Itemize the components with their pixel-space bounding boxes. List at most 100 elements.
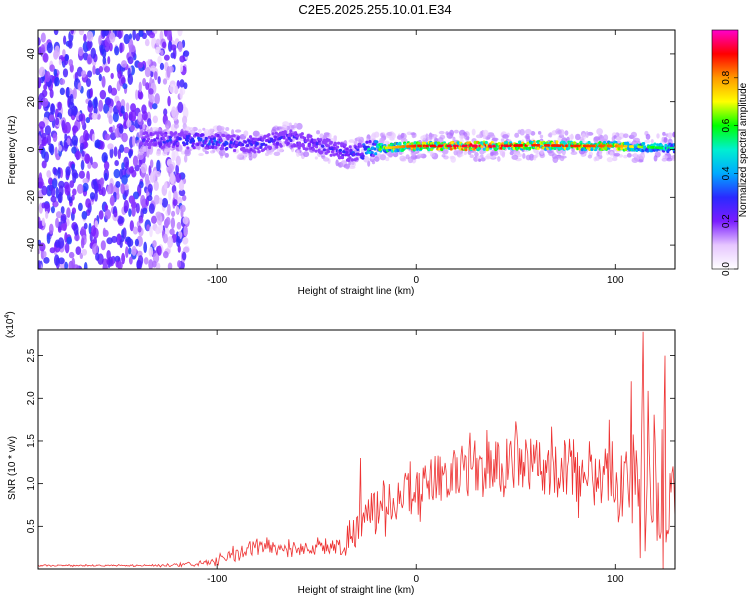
snr-xtick-label: 100 (607, 574, 624, 585)
spectrogram-noise-blob (38, 216, 41, 224)
colorbar-tick-label: 0.8 (721, 70, 732, 84)
spectrogram-ridge-cell (398, 141, 402, 146)
spectrogram-ridge-cell (249, 148, 253, 152)
spectrogram-noise-blob (38, 121, 46, 130)
spectrogram-halo-blob (533, 155, 537, 161)
spectrogram-noise-blob (76, 183, 84, 194)
spectrogram-ridge-cell (340, 156, 345, 160)
spectrogram-ridge-cell (300, 132, 304, 136)
spectrogram-noise-blob (101, 187, 106, 197)
spectrogram-noise-blob (115, 181, 121, 188)
spectrogram-noise-blob (66, 86, 70, 98)
spectrogram-noise-blob (38, 172, 43, 184)
snr-ylabel: SNR (10 * v/v) (7, 436, 18, 500)
spectrogram-ridge-cell (551, 141, 555, 145)
spectrogram-noise-blob (64, 184, 71, 196)
spectrogram-noise-blob (162, 233, 168, 244)
spectrogram-noise-blob (164, 181, 168, 190)
spectrogram-halo-blob (480, 157, 486, 162)
spectrogram-ridge-cell (233, 148, 237, 153)
spectrogram-noise-blob (125, 102, 130, 112)
spectrogram-noise-blob (162, 78, 168, 85)
spectrogram-halo-blob (663, 136, 668, 143)
spectrogram-noise-blob (132, 191, 140, 200)
spectrogram-ridge-cell (146, 137, 151, 141)
spectrogram-noise-blob (143, 241, 148, 254)
spectrogram-ridge-cell (356, 152, 360, 156)
spectrogram-ridge-cell (319, 138, 323, 142)
spectrogram-ridge-cell (423, 141, 427, 145)
spectrogram-halo-blob (296, 122, 303, 130)
spectrogram-axes: -100 0 100 -40 -20 0 20 40 (26, 30, 675, 286)
spectrogram-ridge-cell (580, 147, 584, 152)
spectrogram-noise-blob (89, 192, 95, 200)
spectrogram-ridge-cell (526, 142, 530, 146)
spectrogram-noise-blob (45, 210, 49, 219)
spectrogram-noise-blob (63, 35, 67, 45)
spectrogram-halo-blob (428, 133, 435, 138)
snr-frame (37, 329, 676, 570)
spectrogram-ridge-cell (267, 133, 271, 137)
spectrogram-noise-blob (149, 225, 153, 238)
spectrogram-noise-blob (60, 206, 65, 215)
spectrogram-noise-blob (150, 65, 157, 72)
spectrogram-noise-blob (38, 37, 41, 46)
spectrogram-noise-blob (161, 41, 167, 49)
spectrogram-ridge-cell (528, 146, 532, 150)
spectrogram-halo-blob (514, 132, 520, 138)
spectrogram-ridge-cell (192, 146, 196, 150)
spectrogram-noise-blob (66, 236, 73, 245)
spectrogram-halo-blob (333, 135, 338, 139)
spectrogram-noise-blob (48, 114, 55, 122)
spectrogram-halo-blob (441, 154, 446, 158)
spectrogram-noise-blob (55, 217, 59, 229)
spectrogram-noise-blob (94, 183, 99, 194)
spectrogram-halo-blob (587, 154, 593, 159)
spectrogram-noise-blob (53, 30, 59, 36)
spectrogram-noise-blob (52, 178, 58, 189)
spectrogram-ridge-cell (664, 143, 668, 147)
spectrogram-noise-blob (121, 174, 128, 185)
spectrogram-ridge-cell (166, 139, 170, 143)
spectrogram-noise-blob (71, 146, 77, 154)
spectrogram-ridge-cell (309, 134, 313, 138)
spectrogram-ridge-cell (283, 131, 288, 136)
spectrogram-noise-blob (138, 216, 144, 224)
spectrogram-ridge-cell (374, 152, 378, 156)
spectrogram-ridge-cell (145, 131, 149, 135)
figure-title: C2E5.2025.255.10.01.E34 (298, 2, 451, 17)
spectrogram-noise-blob (41, 147, 46, 159)
spectrogram-ridge-peak (575, 144, 580, 148)
spectrogram-ridge-cell (162, 138, 166, 142)
spectrogram-halo-blob (441, 148, 449, 155)
spectrogram-noise-blob (42, 52, 49, 63)
snr-ytick-label: 2.5 (26, 348, 37, 362)
spectrogram-noise-blob (55, 211, 62, 219)
spectrogram-noise-blob (91, 112, 98, 120)
spectrogram-halo-blob (243, 130, 249, 137)
spectrogram-ridge-cell (182, 141, 186, 145)
spectrogram-noise-blob (49, 64, 55, 72)
spectrogram-noise-blob (152, 103, 158, 110)
spectrogram-ridge-cell (345, 147, 349, 151)
spectrogram-noise-blob (74, 233, 80, 242)
spectrogram-ridge-cell (344, 153, 348, 157)
spectrogram-noise-blob (116, 100, 122, 110)
spectrogram-noise-blob (91, 133, 95, 143)
spectrogram-halo-blob (288, 122, 292, 127)
spectrogram-noise-blob (167, 203, 171, 216)
spectrogram-ridge-cell (174, 131, 178, 135)
spectrogram-halo-blob (348, 165, 356, 170)
spectrogram-noise-blob (110, 72, 114, 80)
spectrogram-halo-blob (623, 154, 628, 159)
spectrogram-noise-blob (83, 262, 88, 269)
spectrogram-ridge-cell (346, 153, 351, 157)
spectrogram-ridge-cell (191, 139, 196, 143)
spectrogram-noise-blob (148, 246, 154, 257)
spectrogram-noise-blob (53, 68, 58, 77)
spectrogram-noise-blob (50, 195, 57, 203)
spectrogram-ridge-cell (304, 147, 308, 151)
spectrogram-ridge-cell (388, 148, 392, 152)
spectrogram-ridge-cell (178, 137, 182, 141)
spectrogram-ridge-cell (297, 146, 301, 150)
